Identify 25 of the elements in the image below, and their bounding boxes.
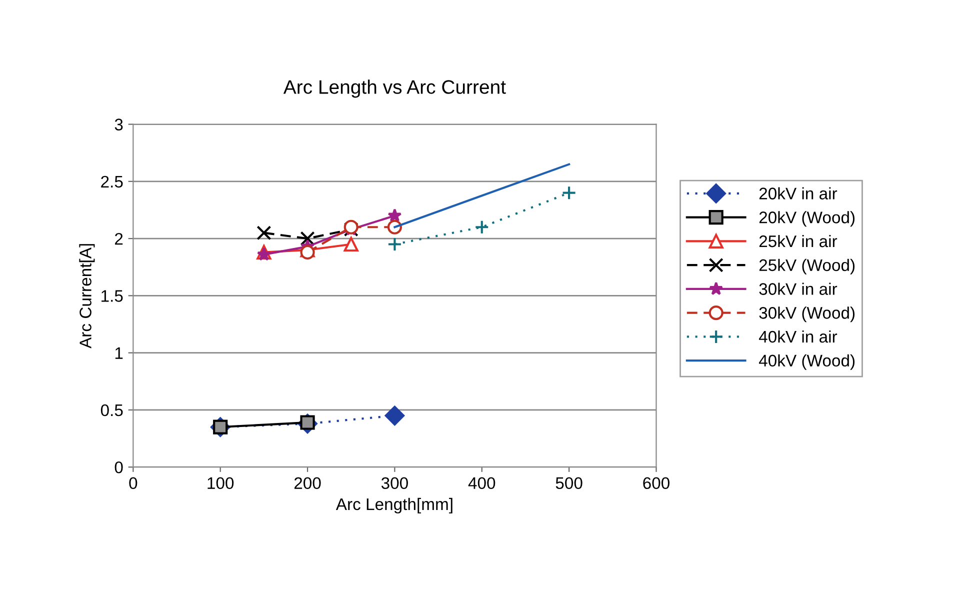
legend-label: 25kV (Wood) xyxy=(759,258,855,274)
y-tick-label: 1 xyxy=(115,347,123,359)
chart-title: Arc Length vs Arc Current xyxy=(283,80,506,98)
y-axis-title: Arc Current[A] xyxy=(79,244,95,348)
legend-label: 20kV in air xyxy=(759,187,838,200)
x-tick-label: 400 xyxy=(468,477,496,490)
x-tick-label: 600 xyxy=(643,477,670,490)
y-tick-label: 2 xyxy=(115,232,123,245)
legend-label: 25kV in air xyxy=(759,234,838,248)
legend-label: 20kV (Wood) xyxy=(759,211,855,227)
y-tick-label: 0 xyxy=(114,461,123,474)
x-tick-label: 200 xyxy=(294,477,321,490)
y-tick-label: 2.5 xyxy=(101,176,123,188)
y-tick-label: 3 xyxy=(114,118,123,130)
legend-label: 40kV in air xyxy=(758,330,838,343)
x-tick-label: 300 xyxy=(381,477,408,490)
legend-label: 40kV (Wood) xyxy=(758,354,855,370)
y-tick-label: 0.5 xyxy=(100,404,123,416)
x-axis-title: Arc Length[mm] xyxy=(336,498,452,514)
legend-label: 30kV in air xyxy=(759,282,838,295)
x-tick-label: 100 xyxy=(208,477,234,490)
y-tick-label: 1.5 xyxy=(102,290,123,302)
legend-label: 30kV (Wood) xyxy=(759,306,855,322)
x-tick-label: 0 xyxy=(129,477,138,490)
x-tick-label: 500 xyxy=(556,477,582,490)
